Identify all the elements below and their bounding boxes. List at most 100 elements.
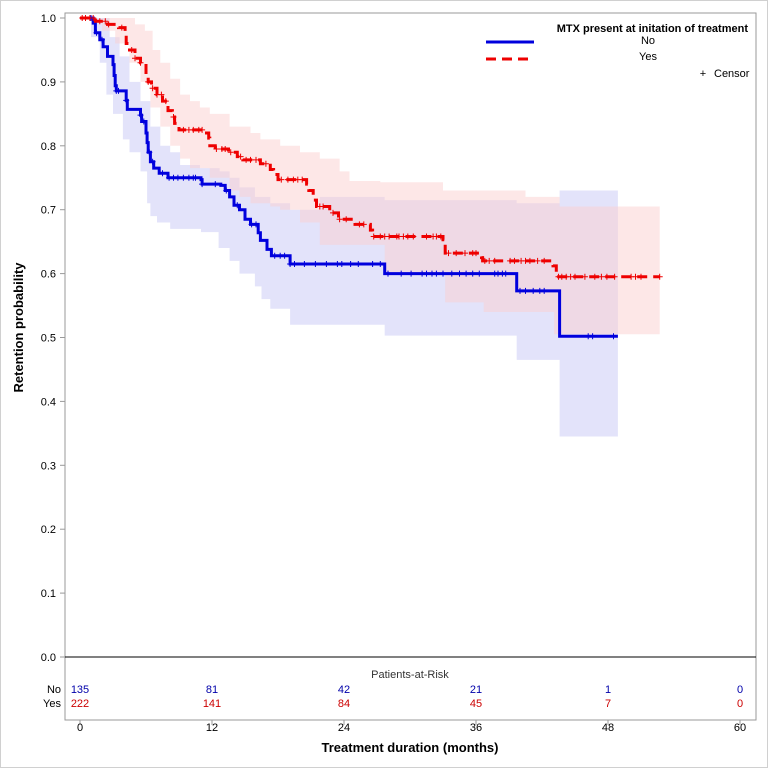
censor-mark-no <box>137 112 144 119</box>
censor-mark-no <box>271 252 278 259</box>
censor-mark-no <box>347 261 354 268</box>
censor-mark-yes <box>370 233 377 240</box>
censor-mark-yes <box>170 114 177 121</box>
x-tick-label: 0 <box>77 722 83 734</box>
censor-mark-yes <box>199 126 206 133</box>
censor-mark-yes <box>360 221 367 228</box>
censor-mark-yes <box>90 15 97 21</box>
censor-mark-yes <box>180 126 187 133</box>
censor-mark-yes <box>102 18 109 25</box>
censor-mark-yes <box>149 85 156 92</box>
censor-mark-yes <box>262 160 269 167</box>
risk-count-no: 21 <box>470 684 482 696</box>
censor-mark-no <box>456 270 463 277</box>
censor-mark-no <box>199 181 206 188</box>
censor-mark-no <box>469 270 476 277</box>
censor-mark-yes <box>222 145 229 152</box>
censor-mark-yes <box>534 257 541 264</box>
censor-mark-yes <box>423 233 430 240</box>
censor-mark-no <box>369 261 376 268</box>
censor-mark-yes <box>541 257 548 264</box>
y-tick-label: 1.0 <box>41 13 56 25</box>
legend-title: MTX present at initation of treatment <box>557 23 749 35</box>
censor-mark-no <box>301 261 308 268</box>
censor-mark-no <box>281 252 288 259</box>
censor-mark-no <box>99 36 105 43</box>
legend: MTX present at initation of treatment No… <box>486 23 750 80</box>
censor-mark-no <box>517 287 523 294</box>
censor-mark-yes <box>656 273 663 280</box>
censor-mark-no <box>180 174 187 181</box>
censor-mark-no <box>123 97 130 104</box>
censor-mark-no <box>448 270 455 277</box>
censor-mark-yes <box>591 273 598 280</box>
censor-mark-yes <box>598 273 605 280</box>
censor-mark-yes <box>145 78 152 85</box>
censor-mark-yes <box>453 250 460 257</box>
censor-mark-yes <box>343 216 350 223</box>
censor-mark-yes <box>581 273 588 280</box>
censor-mark-no <box>385 270 391 277</box>
y-tick-label: 0.0 <box>41 652 56 664</box>
censor-mark-yes <box>445 250 452 257</box>
censor-mark-yes <box>278 176 285 183</box>
risk-count-yes: 222 <box>71 698 89 710</box>
censor-mark-yes <box>336 216 343 223</box>
risk-count-yes: 7 <box>605 698 611 710</box>
risk-count-no: 42 <box>338 684 350 696</box>
censor-mark-yes <box>162 98 169 105</box>
censor-mark-yes <box>158 91 165 98</box>
plot-border <box>64 12 757 721</box>
censor-mark-yes <box>132 55 138 62</box>
censor-mark-yes <box>237 153 244 160</box>
censor-mark-no <box>323 261 330 268</box>
ci-band-yes <box>80 18 660 335</box>
risk-table-title: Patients-at-Risk <box>371 669 449 681</box>
censor-mark-no <box>234 202 241 209</box>
censor-mark-no <box>610 333 617 340</box>
risk-count-yes: 45 <box>470 698 482 710</box>
censor-mark-yes <box>462 250 468 257</box>
censor-legend-icon: + <box>700 68 706 80</box>
censor-mark-yes <box>299 176 306 183</box>
censor-mark-no <box>159 170 166 177</box>
censor-mark-yes <box>227 149 234 156</box>
censor-mark-yes <box>105 21 112 28</box>
censor-mark-no <box>93 29 100 36</box>
risk-count-no: 0 <box>737 684 743 696</box>
risk-count-no: 135 <box>71 684 89 696</box>
censor-mark-yes <box>320 203 327 210</box>
censor-mark-no <box>463 270 470 277</box>
y-tick-label: 0.6 <box>41 269 56 281</box>
censor-mark-yes <box>486 257 493 264</box>
censor-mark-yes <box>526 257 533 264</box>
risk-count-yes: 141 <box>203 698 221 710</box>
censor-mark-yes <box>638 273 644 280</box>
confidence-bands <box>80 18 660 437</box>
y-tick-label: 0.7 <box>41 205 56 217</box>
censor-mark-yes <box>473 250 479 257</box>
censor-mark-yes <box>511 257 518 264</box>
censor-mark-no <box>377 261 384 268</box>
censor-mark-no <box>589 333 596 340</box>
censor-mark-yes <box>437 233 444 240</box>
censor-mark-no <box>212 181 219 188</box>
censor-mark-no <box>174 174 181 181</box>
censor-mark-no <box>291 261 298 268</box>
censor-mark-yes <box>96 18 103 25</box>
censor-mark-yes <box>284 176 291 183</box>
censor-mark-yes <box>118 24 125 31</box>
y-tick-label: 0.2 <box>41 524 56 536</box>
censor-mark-no <box>338 261 345 268</box>
censor-mark-yes <box>404 233 411 240</box>
censor-mark-yes <box>491 257 498 264</box>
censor-mark-yes <box>128 46 135 53</box>
censor-mark-no <box>408 270 415 277</box>
patients-at-risk-table: Patients-at-Risk No 135 81 42 21 1 0 Yes 222 141 8… <box>43 669 743 710</box>
risk-row-label-no: No <box>47 684 61 696</box>
censor-mark-no <box>140 118 147 125</box>
censor-mark-yes <box>330 209 336 216</box>
censor-mark-no <box>149 158 156 165</box>
y-tick-label: 0.4 <box>41 396 56 408</box>
y-axis: 0.0 0.1 0.2 0.3 0.4 0.5 0.6 0.7 0.8 0.9 1.0 <box>41 13 65 664</box>
